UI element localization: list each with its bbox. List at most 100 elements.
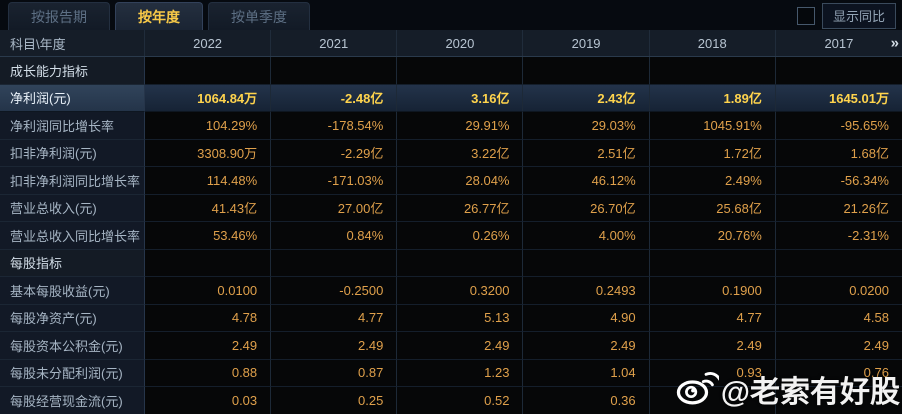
cell-value — [775, 387, 902, 414]
cell-value: 0.03 — [145, 387, 272, 414]
cell-value — [271, 57, 398, 85]
cell-value: 1045.91% — [649, 112, 776, 140]
table-row: 每股未分配利润(元) 0.88 0.87 1.23 1.04 0.93 0.76 — [0, 359, 902, 387]
cell-value: 4.77 — [271, 304, 398, 332]
cell-value: 0.93 — [649, 359, 776, 387]
row-label: 扣非净利润(元) — [0, 139, 145, 167]
cell-value: 2.49 — [271, 332, 398, 360]
table-row: 净利润同比增长率 104.29% -178.54% 29.91% 29.03% 1045.… — [0, 112, 902, 140]
cell-value: 26.77亿 — [397, 194, 524, 222]
cell-value — [775, 57, 902, 85]
cell-value: 1.89亿 — [649, 84, 776, 112]
cell-value: 53.46% — [145, 222, 272, 250]
cell-value: -178.54% — [271, 112, 398, 140]
cell-value: 0.36 — [523, 387, 650, 414]
year-header-label: 2021 — [319, 35, 349, 51]
cell-value: 1064.84万 — [145, 84, 272, 112]
row-label: 净利润(元) — [0, 84, 145, 112]
year-header: 2022 — [145, 30, 272, 56]
cell-value: 28.04% — [397, 167, 524, 195]
table-row: 净利润(元) 1064.84万 -2.48亿 3.16亿 2.43亿 1.89亿 1645.… — [0, 84, 902, 112]
cell-value — [397, 57, 524, 85]
cell-value: 1.23 — [397, 359, 524, 387]
more-columns-icon[interactable]: » — [890, 34, 899, 52]
show-yoy-checkbox[interactable] — [796, 7, 815, 25]
cell-value: 46.12% — [523, 167, 650, 195]
cell-value: 0.52 — [397, 387, 524, 414]
row-label: 基本每股收益(元) — [0, 277, 145, 305]
row-label: 扣非净利润同比增长率 — [0, 167, 145, 195]
row-label: 每股经营现金流(元) — [0, 387, 145, 414]
cell-value: 3.16亿 — [397, 84, 524, 112]
cell-value: 4.90 — [523, 304, 650, 332]
cell-value: 20.76% — [649, 222, 776, 250]
cell-value: 0.0200 — [775, 277, 902, 305]
cell-value: 2.49% — [649, 167, 776, 195]
row-label: 成长能力指标 — [0, 57, 145, 85]
show-yoy-label[interactable]: 显示同比 — [821, 3, 896, 29]
cell-value: 0.2493 — [523, 277, 650, 305]
tab[interactable]: 按报告期 — [8, 2, 110, 30]
table-row: 营业总收入同比增长率 53.46% 0.84% 0.26% 4.00% 20.76% -2.… — [0, 222, 902, 250]
table-row: 每股净资产(元) 4.78 4.77 5.13 4.90 4.77 4.58 — [0, 304, 902, 332]
tab[interactable]: 按年度 — [115, 2, 203, 30]
year-header: 2020 — [397, 30, 524, 56]
cell-value: -56.34% — [775, 167, 902, 195]
cell-value — [649, 387, 776, 414]
cell-value: 2.49 — [775, 332, 902, 360]
row-label: 每股净资产(元) — [0, 304, 145, 332]
cell-value: 2.51亿 — [523, 139, 650, 167]
table-row: 每股资本公积金(元) 2.49 2.49 2.49 2.49 2.49 2.49 — [0, 332, 902, 360]
cell-value: 1.04 — [523, 359, 650, 387]
cell-value: 4.77 — [649, 304, 776, 332]
table-body: 成长能力指标 净利润(元) 1064.84万 -2.48亿 3.16亿 2.43亿 1.89… — [0, 57, 902, 414]
cell-value: 0.84% — [271, 222, 398, 250]
cell-value: 29.91% — [397, 112, 524, 140]
cell-value: 0.87 — [271, 359, 398, 387]
cell-value: -171.03% — [271, 167, 398, 195]
cell-value: 29.03% — [523, 112, 650, 140]
row-label: 净利润同比增长率 — [0, 112, 145, 140]
year-header-label: 2020 — [445, 35, 475, 51]
table-row: 基本每股收益(元) 0.0100 -0.2500 0.3200 0.2493 0.1900… — [0, 277, 902, 305]
cell-value: -0.2500 — [271, 277, 398, 305]
cell-value: 0.25 — [271, 387, 398, 414]
cell-value: 3.22亿 — [397, 139, 524, 167]
cell-value: 1.68亿 — [775, 139, 902, 167]
row-label: 每股未分配利润(元) — [0, 359, 145, 387]
cell-value: 41.43亿 — [145, 194, 272, 222]
cell-value — [649, 57, 776, 85]
cell-value: 2.43亿 — [523, 84, 650, 112]
cell-value: 2.49 — [397, 332, 524, 360]
tab-bar: 按报告期 按年度 按单季度 显示同比 — [0, 0, 902, 30]
table-row: 每股经营现金流(元) 0.03 0.25 0.52 0.36 — [0, 387, 902, 414]
cell-value: -2.29亿 — [271, 139, 398, 167]
row-label: 营业总收入同比增长率 — [0, 222, 145, 250]
cell-value: 104.29% — [145, 112, 272, 140]
cell-value: -2.48亿 — [271, 84, 398, 112]
year-header-label: 2018 — [697, 35, 727, 51]
year-header: 2018 — [650, 30, 776, 56]
table-row: 扣非净利润同比增长率 114.48% -171.03% 28.04% 46.12% 2.4… — [0, 167, 902, 195]
cell-value: -2.31% — [775, 222, 902, 250]
table-row: 每股指标 — [0, 249, 902, 277]
cell-value: 2.49 — [523, 332, 650, 360]
cell-value — [523, 249, 650, 277]
cell-value — [523, 57, 650, 85]
cell-value — [145, 249, 272, 277]
cell-value: 0.76 — [775, 359, 902, 387]
cell-value: 2.49 — [649, 332, 776, 360]
row-label: 营业总收入(元) — [0, 194, 145, 222]
row-label: 每股指标 — [0, 249, 145, 277]
cell-value — [397, 249, 524, 277]
cell-value: -95.65% — [775, 112, 902, 140]
cell-value — [775, 249, 902, 277]
tab[interactable]: 按单季度 — [208, 2, 310, 30]
year-header: 2019 — [523, 30, 650, 56]
cell-value — [649, 249, 776, 277]
cell-value: 0.26% — [397, 222, 524, 250]
cell-value: 2.49 — [145, 332, 272, 360]
cell-value: 1.72亿 — [649, 139, 776, 167]
cell-value — [271, 249, 398, 277]
